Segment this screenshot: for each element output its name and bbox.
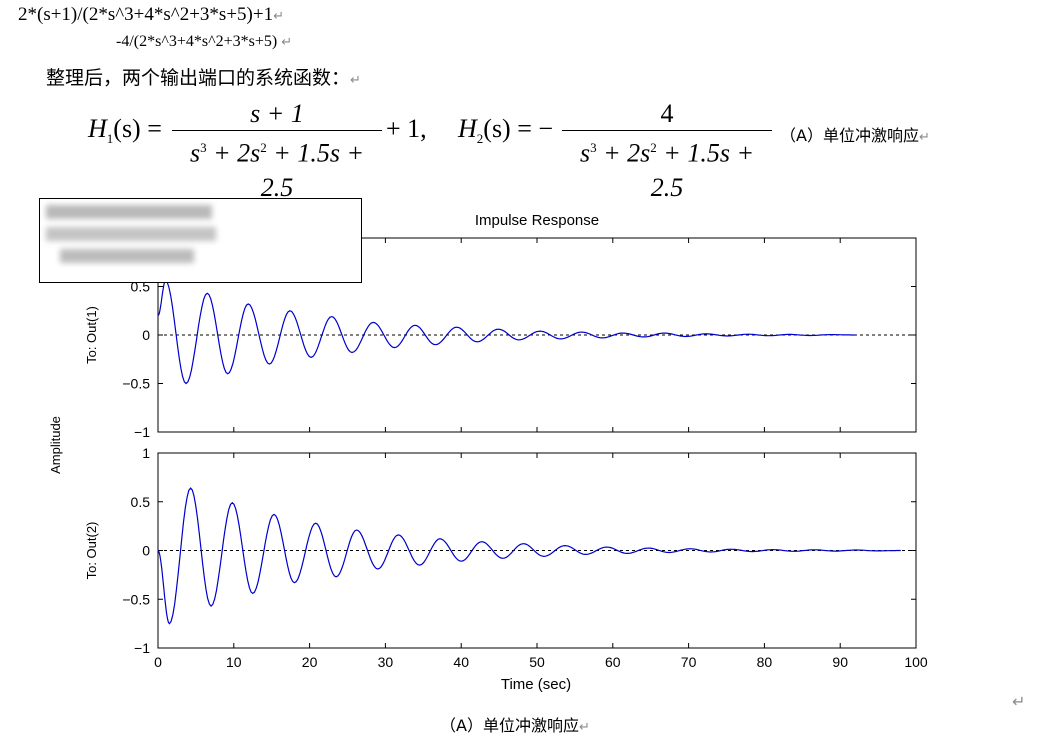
y-axis-label: Amplitude: [48, 416, 63, 474]
intro-paragraph-text: 整理后，两个输出端口的系统函数：: [46, 67, 351, 89]
x-tick-label: 80: [757, 654, 773, 670]
h1-symbol: H: [88, 114, 107, 143]
h1-denominator: s3 + 2s2 + 1.5s + 2.5: [189, 138, 364, 202]
x-tick-label: 90: [832, 654, 848, 670]
h1-label: H1(s) =: [88, 114, 162, 147]
y-tick-label: −1: [134, 640, 150, 656]
code-line-2-text: -4/(2*s^3+4*s^2+3*s+5): [116, 33, 278, 50]
h2-subscript: 2: [476, 131, 484, 147]
h2-label: H2(s) = −: [458, 114, 553, 147]
x-axis-label: Time (sec): [501, 676, 571, 693]
redacted-box: [39, 198, 362, 283]
x-tick-label: 0: [154, 654, 162, 670]
chart-title: Impulse Response: [475, 212, 599, 229]
figure-caption: （A）单位冲激响应↵: [440, 712, 590, 736]
figure-caption-text: （A）单位冲激响应: [440, 716, 579, 735]
y-tick-label: 1: [142, 445, 150, 461]
y-tick-label: 0: [142, 327, 150, 343]
intro-paragraph: 整理后，两个输出端口的系统函数：↵: [46, 63, 361, 90]
h1-fraction: s + 1 s3 + 2s2 + 1.5s + 2.5: [172, 98, 382, 205]
h2-symbol: H: [458, 114, 477, 143]
y-tick-label: 0.5: [131, 494, 151, 510]
code-line-1-text: 2*(s+1)/(2*s^3+4*s^2+3*s+5)+1: [18, 4, 274, 25]
paragraph-mark-icon: ↵: [350, 73, 361, 88]
x-tick-label: 50: [529, 654, 545, 670]
paragraph-mark-icon: ↵: [273, 9, 284, 24]
x-tick-label: 20: [302, 654, 318, 670]
x-tick-label: 100: [904, 654, 928, 670]
inline-caption-text: （A）单位冲激响应: [780, 126, 919, 145]
x-tick-label: 10: [226, 654, 242, 670]
h2-denominator: s3 + 2s2 + 1.5s + 2.5: [579, 138, 754, 202]
h2-fraction: 4 s3 + 2s2 + 1.5s + 2.5: [562, 98, 772, 205]
h1-tail: + 1,: [386, 114, 427, 143]
paragraph-mark-icon: ↵: [918, 130, 930, 145]
code-line-2: -4/(2*s^3+4*s^2+3*s+5) ↵: [116, 33, 292, 51]
redacted-block: [46, 227, 216, 241]
h2-numerator: 4: [660, 99, 674, 128]
x-tick-label: 60: [605, 654, 621, 670]
inline-caption: （A）单位冲激响应↵: [780, 122, 930, 146]
response-line-2: [157, 487, 901, 625]
h1-argument: (s) =: [113, 114, 162, 143]
x-tick-label: 40: [453, 654, 469, 670]
h1-numerator: s + 1: [250, 99, 304, 128]
response-line-1: [157, 279, 856, 385]
code-line-1: 2*(s+1)/(2*s^3+4*s^2+3*s+5)+1↵: [18, 4, 284, 26]
h1-subscript: 1: [106, 131, 114, 147]
x-tick-label: 30: [378, 654, 394, 670]
y-tick-label: −0.5: [122, 591, 150, 607]
paragraph-mark-icon: ↵: [1012, 692, 1026, 711]
h2-argument: (s) = −: [483, 114, 554, 143]
redacted-block: [60, 249, 194, 263]
x-tick-label: 70: [681, 654, 697, 670]
redacted-block: [46, 205, 212, 219]
y-tick-label: −1: [134, 424, 150, 440]
paragraph-mark-icon: ↵: [578, 720, 590, 735]
panel-label-1: To: Out(1): [84, 306, 99, 364]
panel-label-2: To: Out(2): [84, 522, 99, 580]
y-tick-label: 0: [142, 543, 150, 559]
paragraph-mark-icon: ↵: [281, 35, 293, 50]
y-tick-label: −0.5: [122, 376, 150, 392]
